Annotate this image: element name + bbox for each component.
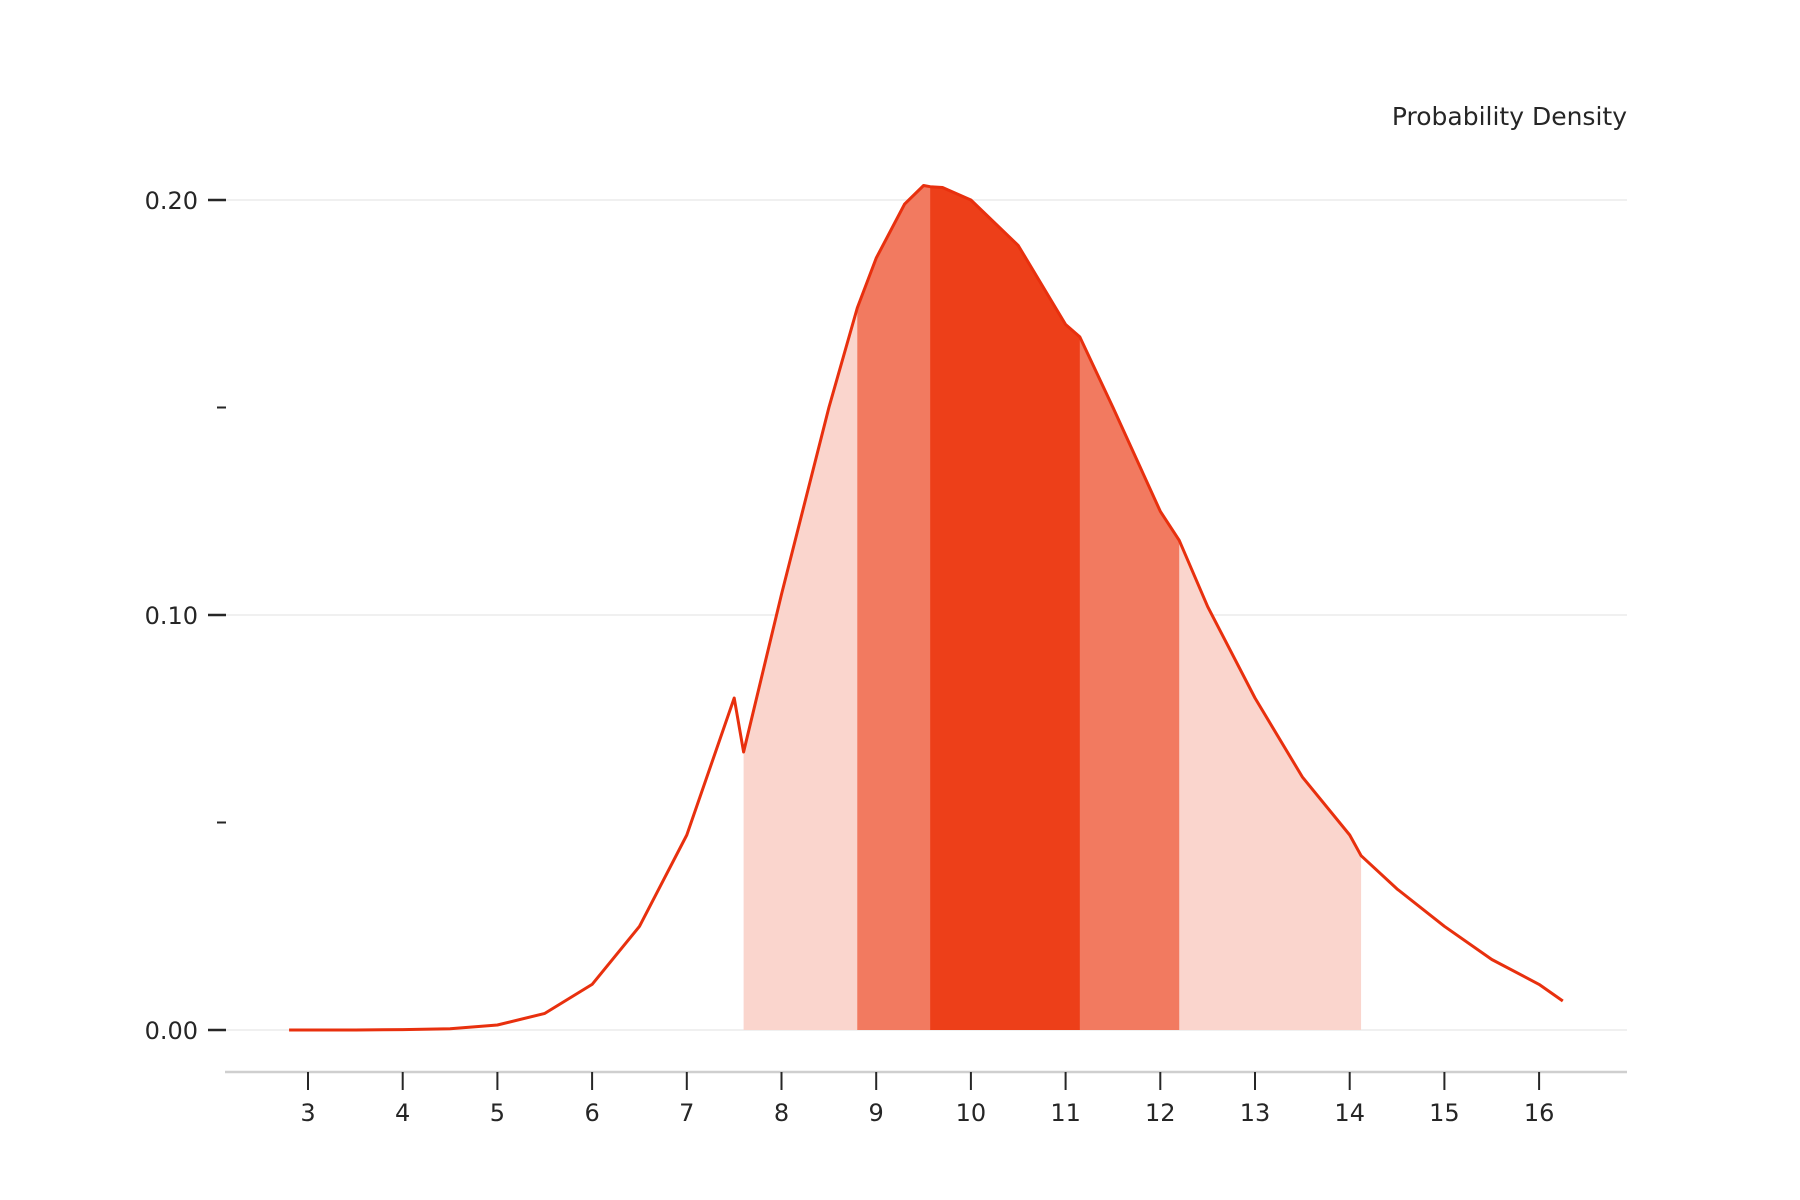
y-tick-label: 0.10 xyxy=(145,602,198,630)
x-tick-label: 12 xyxy=(1145,1099,1176,1127)
x-tick-label: 9 xyxy=(869,1099,884,1127)
x-tick-label: 4 xyxy=(395,1099,410,1127)
axes: 3 4 5 6 7 8 9 10 11 12 13 14 15 16 0.00 0.10 0.20 xyxy=(145,187,1627,1127)
density-bands xyxy=(743,185,1362,1030)
density-curve xyxy=(289,184,1564,1032)
x-tick-label: 14 xyxy=(1334,1099,1365,1127)
x-tick-label: 13 xyxy=(1240,1099,1271,1127)
x-tick-label: 16 xyxy=(1524,1099,1555,1127)
x-tick-label: 5 xyxy=(490,1099,505,1127)
x-tick-label: 11 xyxy=(1050,1099,1081,1127)
x-tick-label: 6 xyxy=(584,1099,599,1127)
density-curve-group xyxy=(289,184,1564,1032)
y-tick-label: 0.00 xyxy=(145,1017,198,1045)
y-tick-label: 0.20 xyxy=(145,187,198,215)
x-tick-label: 10 xyxy=(956,1099,987,1127)
band-inner xyxy=(930,186,1080,1030)
x-tick-label: 8 xyxy=(774,1099,789,1127)
y-axis-label: Probability Density xyxy=(1392,102,1627,131)
x-tick-label: 7 xyxy=(679,1099,694,1127)
x-tick-label: 3 xyxy=(300,1099,315,1127)
x-tick-label: 15 xyxy=(1429,1099,1460,1127)
